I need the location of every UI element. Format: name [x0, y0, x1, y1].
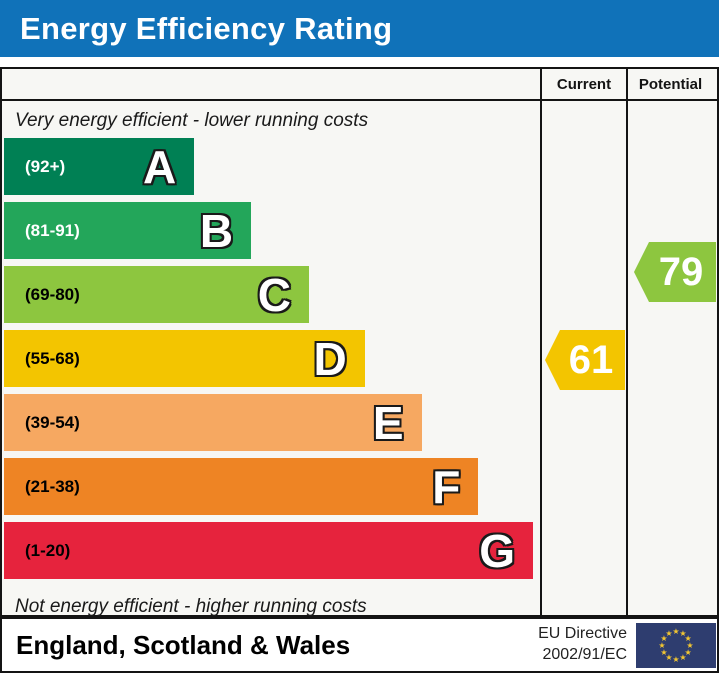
title-bar: Energy Efficiency Rating: [0, 0, 719, 57]
svg-text:★: ★: [658, 641, 665, 650]
band-letter-D: D: [313, 332, 347, 385]
bands: (92+) A (81-91) B (69-80) C (55-68) D (39-54) E (2…: [2, 138, 540, 579]
band-letter-C: C: [257, 268, 291, 321]
band-bar-F: (21-38) F: [4, 458, 479, 515]
band-range-label-A: (92+): [25, 156, 66, 176]
caption-bottom: Not energy efficient - higher running co…: [15, 596, 367, 617]
band-range-label-B: (81-91): [25, 220, 80, 240]
current-rating-value: 61: [568, 337, 614, 382]
band-range-label-D: (55-68): [25, 348, 80, 368]
band-row-F: (21-38) F: [4, 458, 540, 515]
eu-directive-line1: EU Directive: [538, 625, 627, 643]
svg-text:★: ★: [686, 641, 693, 650]
band-bar-A: (92+) A: [4, 138, 195, 195]
eu-directive-label: EU Directive 2002/91/EC: [538, 624, 636, 666]
band-row-D: (55-68) D: [4, 330, 540, 387]
svg-text:★: ★: [679, 628, 686, 637]
potential-rating-arrow: 79: [634, 242, 716, 302]
svg-text:★: ★: [660, 634, 667, 643]
eu-directive-line2: 2002/91/EC: [542, 646, 627, 663]
band-range-label-F: (21-38): [25, 476, 80, 496]
band-bar-D: (55-68) D: [4, 330, 365, 387]
table-body: Very energy efficient - lower running co…: [2, 101, 717, 624]
bands-column: Very energy efficient - lower running co…: [2, 101, 540, 624]
band-bar-B: (81-91) B: [4, 202, 252, 259]
table-header-row: Current Potential: [2, 69, 717, 101]
current-column: [540, 101, 626, 624]
band-row-B: (81-91) B: [4, 202, 540, 259]
band-range-label-C: (69-80): [25, 284, 80, 304]
band-letter-B: B: [199, 204, 234, 257]
band-bar-C: (69-80) C: [4, 266, 309, 323]
svg-text:★: ★: [685, 648, 692, 657]
svg-text:★: ★: [679, 653, 686, 662]
band-letter-E: E: [372, 396, 404, 449]
page-title: Energy Efficiency Rating: [20, 10, 393, 46]
svg-text:★: ★: [672, 655, 679, 664]
header-potential-cell: Potential: [626, 69, 713, 99]
band-range-label-G: (1-20): [25, 540, 71, 560]
svg-text:★: ★: [665, 653, 672, 662]
svg-text:★: ★: [660, 648, 667, 657]
potential-column: [626, 101, 713, 624]
header-bands-cell: [2, 69, 540, 99]
svg-text:★: ★: [685, 634, 692, 643]
current-rating-arrow: 61: [545, 330, 625, 390]
band-bar-E: (39-54) E: [4, 394, 422, 451]
footer-bar: England, Scotland & Wales EU Directive 2…: [0, 617, 719, 673]
band-bar-G: (1-20) G: [4, 522, 534, 579]
svg-text:★: ★: [665, 628, 672, 637]
band-range-label-E: (39-54): [25, 412, 80, 432]
svg-text:★: ★: [672, 627, 679, 636]
caption-top: Very energy efficient - lower running co…: [15, 110, 369, 131]
eu-flag-icon: ★ ★ ★ ★ ★ ★ ★ ★ ★ ★ ★ ★: [636, 622, 716, 668]
band-row-A: (92+) A: [4, 138, 540, 195]
region-label: England, Scotland & Wales: [16, 629, 351, 660]
band-row-G: (1-20) G: [4, 522, 540, 579]
band-row-E: (39-54) E: [4, 394, 540, 451]
band-letter-F: F: [432, 460, 461, 513]
band-letter-G: G: [479, 524, 516, 577]
band-letter-A: A: [143, 140, 177, 193]
header-current-cell: Current: [540, 69, 626, 99]
band-row-C: (69-80) C: [4, 266, 540, 323]
potential-rating-value: 79: [658, 249, 704, 294]
